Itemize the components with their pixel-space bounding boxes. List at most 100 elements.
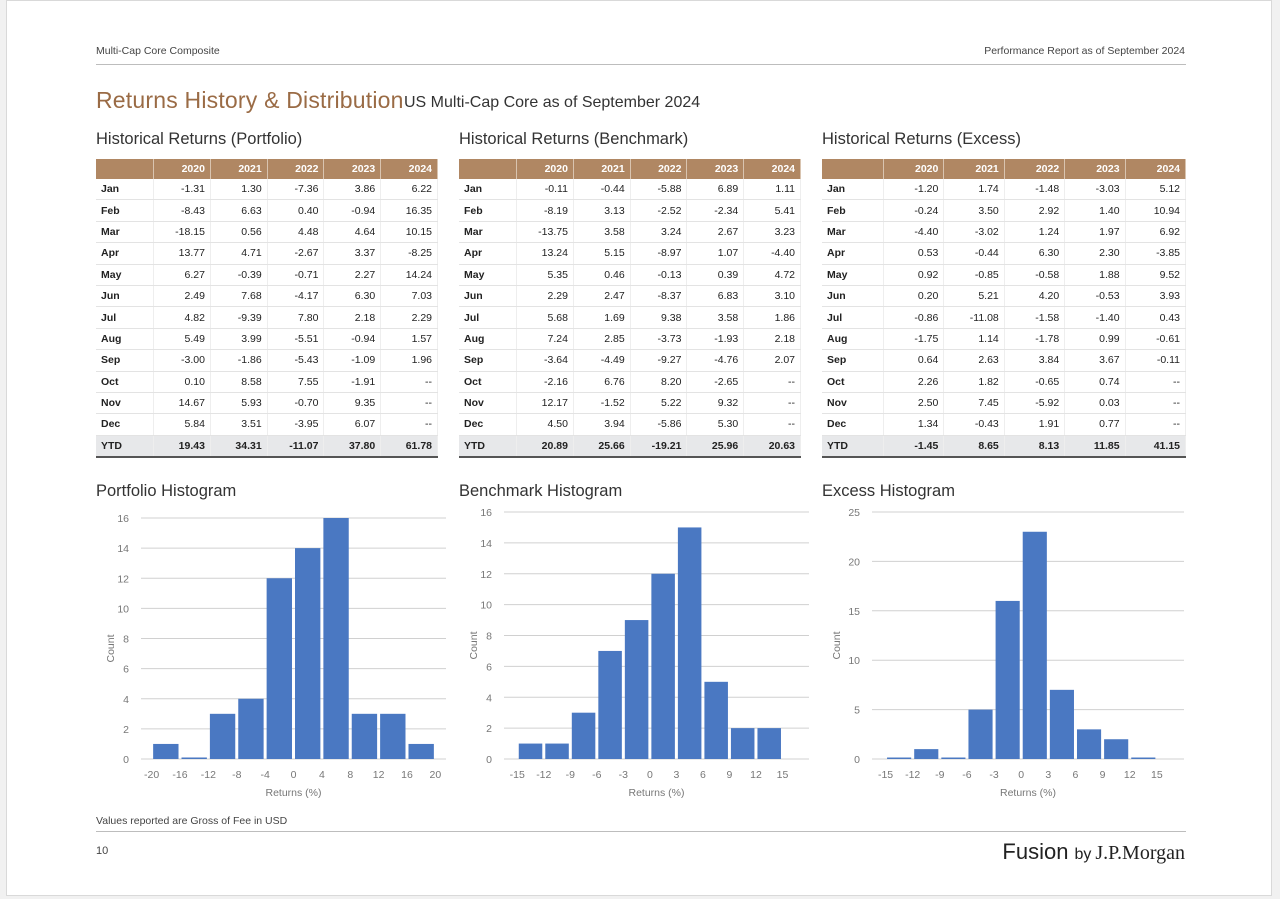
x-tick-label: 12 — [750, 769, 762, 781]
return-cell: -0.43 — [943, 413, 1005, 436]
y-tick-label: 8 — [486, 631, 492, 643]
return-cell: -0.61 — [1125, 328, 1187, 351]
return-cell: 2.67 — [686, 221, 745, 244]
return-cell: 5.93 — [210, 392, 268, 415]
month-label: Oct — [822, 371, 884, 393]
return-cell: -1.86 — [210, 349, 268, 372]
histogram-bar — [914, 749, 939, 759]
month-label: Nov — [96, 392, 155, 415]
return-cell: 4.71 — [210, 242, 268, 265]
histogram-bar — [323, 518, 349, 759]
return-cell: -1.75 — [883, 328, 945, 351]
y-tick-label: 5 — [854, 705, 860, 717]
return-cell: -18.15 — [153, 221, 211, 244]
x-tick-label: -9 — [566, 769, 575, 781]
y-axis-label: Count — [468, 631, 480, 659]
return-cell: 6.89 — [686, 179, 745, 201]
table-row: Feb -0.24 3.50 2.92 1.40 10.94 — [822, 199, 1187, 222]
histogram-bar — [730, 728, 755, 759]
ytd-cell: -1.45 — [883, 435, 945, 459]
y-tick-label: 0 — [486, 754, 492, 766]
return-cell: -1.91 — [323, 371, 382, 393]
return-cell: -0.70 — [267, 392, 325, 415]
return-cell: 2.63 — [943, 349, 1005, 372]
excess-returns-table: 2020 2021 2022 2023 2024 Jan -1.20 1.74 -1.48 -3.… — [822, 159, 1187, 459]
return-cell: 1.82 — [943, 371, 1005, 393]
logo-by: by — [1074, 846, 1092, 863]
year-header: 2022 — [267, 159, 325, 179]
return-cell: -2.65 — [686, 371, 745, 393]
x-tick-label: -16 — [172, 769, 187, 781]
y-tick-label: 16 — [480, 507, 492, 519]
return-cell: 2.27 — [323, 264, 382, 286]
x-tick-label: 20 — [430, 769, 442, 781]
table-row: Nov 2.50 7.45 -5.92 0.03 -- — [822, 392, 1187, 415]
return-cell: -0.13 — [630, 264, 688, 286]
ytd-cell: 8.65 — [943, 435, 1005, 459]
return-cell: 3.24 — [630, 221, 688, 244]
return-cell: -3.03 — [1064, 179, 1126, 201]
return-cell: 5.68 — [516, 306, 574, 329]
return-cell: 5.49 — [153, 328, 211, 351]
return-cell: 1.74 — [943, 179, 1005, 201]
return-cell: 2.29 — [380, 306, 438, 329]
return-cell: -- — [1125, 371, 1187, 393]
return-cell: 7.55 — [267, 371, 325, 393]
histogram-bar — [545, 743, 569, 759]
return-cell: -4.40 — [743, 242, 801, 265]
return-cell: 7.80 — [267, 306, 325, 329]
y-tick-label: 2 — [123, 724, 129, 736]
return-cell: -- — [743, 413, 801, 436]
month-label: Jan — [459, 179, 518, 201]
y-tick-label: 10 — [480, 600, 492, 612]
x-tick-label: 12 — [1124, 769, 1136, 781]
return-cell: -8.25 — [380, 242, 438, 265]
year-header: 2022 — [1004, 159, 1066, 179]
return-cell: 4.20 — [1004, 285, 1066, 308]
return-cell: 9.35 — [323, 392, 382, 415]
return-cell: -3.02 — [943, 221, 1005, 244]
table-row: Oct 0.10 8.58 7.55 -1.91 -- — [96, 371, 438, 393]
return-cell: -0.94 — [323, 199, 382, 222]
return-cell: -- — [1125, 413, 1187, 436]
return-cell: 3.58 — [686, 306, 745, 329]
month-label: Mar — [822, 221, 884, 244]
return-cell: 4.72 — [743, 264, 801, 286]
ytd-cell: -19.21 — [630, 435, 688, 459]
return-cell: -5.43 — [267, 349, 325, 372]
month-label: Jul — [459, 306, 518, 329]
x-tick-label: 3 — [1045, 769, 1051, 781]
return-cell: -5.51 — [267, 328, 325, 351]
table-header-row: 2020 2021 2022 2023 2024 — [96, 159, 438, 179]
page-title: Returns History & Distribution — [96, 87, 404, 113]
x-tick-label: 15 — [777, 769, 789, 781]
return-cell: -3.95 — [267, 413, 325, 436]
return-cell: 1.69 — [573, 306, 631, 329]
table-row: Jul 5.68 1.69 9.38 3.58 1.86 — [459, 306, 801, 329]
table-row: Jan -1.31 1.30 -7.36 3.86 6.22 — [96, 179, 438, 201]
return-cell: 3.13 — [573, 199, 631, 222]
return-cell: 6.22 — [380, 179, 438, 201]
return-cell: 0.03 — [1064, 392, 1126, 415]
return-cell: -- — [743, 392, 801, 415]
return-cell: 1.40 — [1064, 199, 1126, 222]
return-cell: -0.44 — [943, 242, 1005, 265]
month-label: Feb — [96, 199, 155, 222]
histogram-bar — [1104, 739, 1129, 759]
return-cell: 3.50 — [943, 199, 1005, 222]
return-cell: -0.24 — [883, 199, 945, 222]
return-cell: 2.07 — [743, 349, 801, 372]
y-axis-label: Count — [105, 634, 117, 662]
histogram-bar — [351, 713, 378, 759]
return-cell: 6.63 — [210, 199, 268, 222]
ytd-cell: 61.78 — [380, 435, 438, 459]
return-cell: 1.96 — [380, 349, 438, 372]
return-cell: 1.24 — [1004, 221, 1066, 244]
return-cell: 1.07 — [686, 242, 745, 265]
table-row: Jul -0.86 -11.08 -1.58 -1.40 0.43 — [822, 306, 1187, 329]
header-divider — [96, 64, 1186, 65]
y-tick-label: 6 — [123, 664, 129, 676]
x-axis-label: Returns (%) — [1000, 787, 1056, 799]
histogram-bar — [995, 600, 1020, 759]
return-cell: -0.53 — [1064, 285, 1126, 308]
